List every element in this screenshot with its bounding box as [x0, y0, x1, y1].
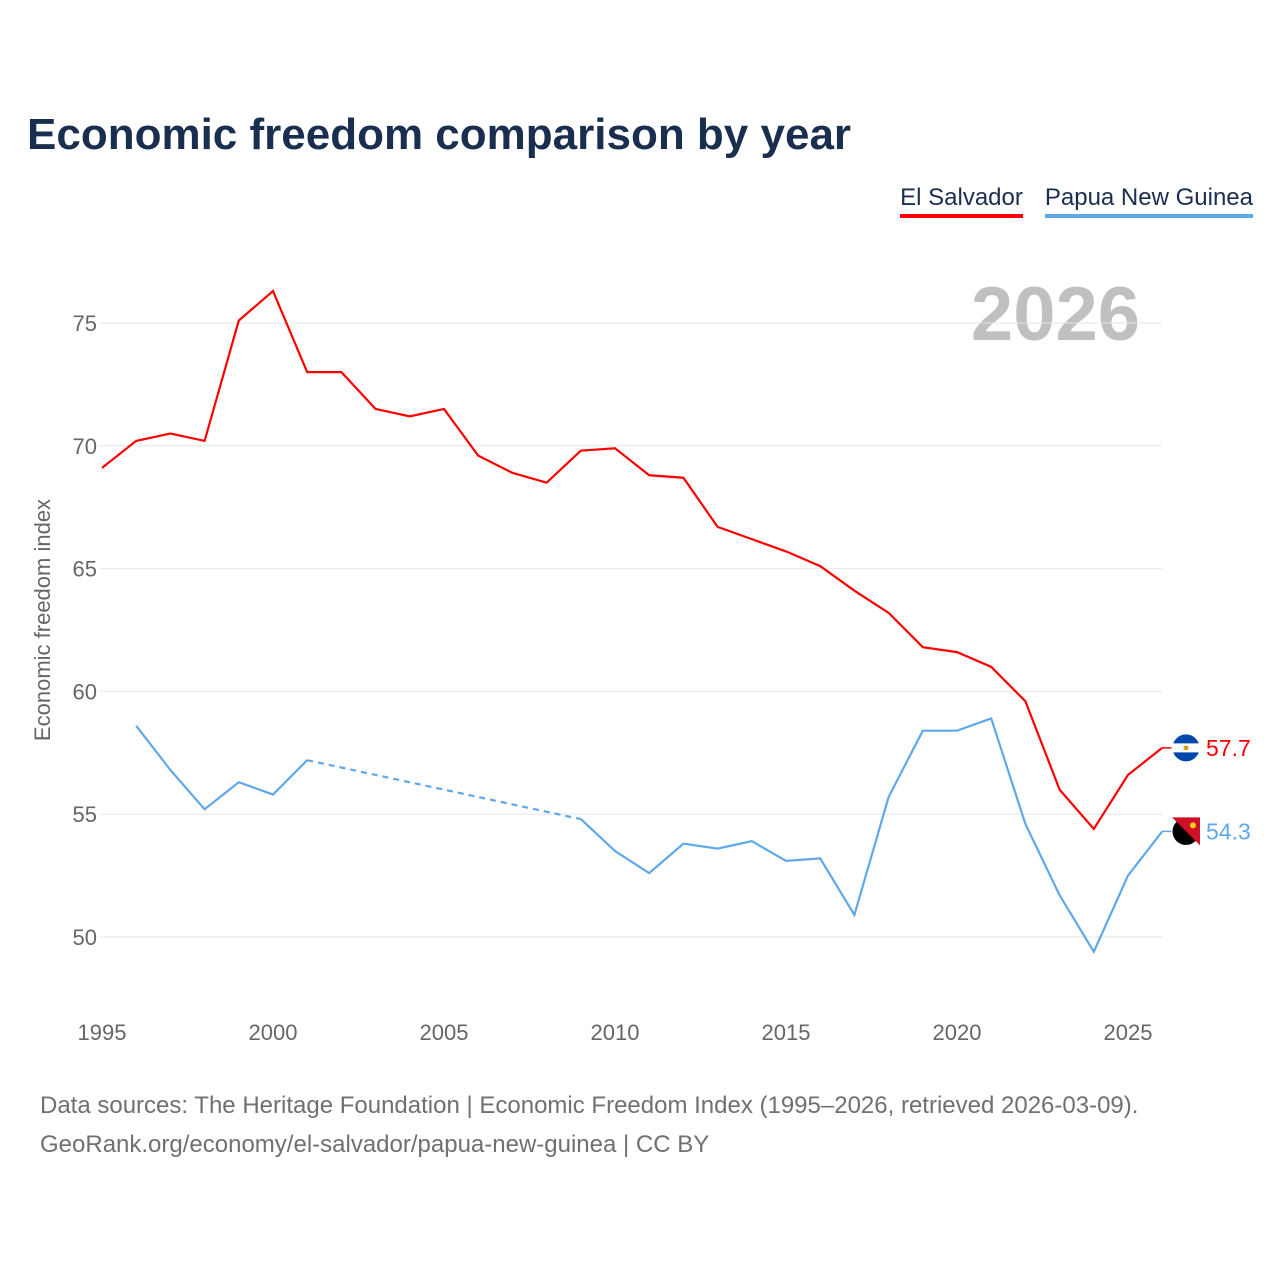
chart-title: Economic freedom comparison by year — [27, 110, 852, 159]
source-text: Data sources: The Heritage Foundation | … — [40, 1092, 1139, 1119]
year-watermark: 2026 — [971, 272, 1140, 357]
legend-el-salvador[interactable]: El Salvador — [900, 184, 1023, 218]
footer: Data sources: The Heritage Foundation | … — [40, 1086, 1138, 1164]
x-tick-label: 2010 — [591, 1020, 640, 1045]
x-tick-label: 2015 — [762, 1020, 811, 1045]
x-tick-label: 2020 — [933, 1020, 982, 1045]
x-tick-label: 1995 — [78, 1020, 127, 1045]
y-tick-label: 50 — [73, 925, 97, 950]
x-tick-label: 2000 — [249, 1020, 298, 1045]
x-tick-label: 2005 — [420, 1020, 469, 1045]
x-tick-label: 2025 — [1104, 1020, 1153, 1045]
flag-icon-emblem — [1183, 745, 1189, 751]
gap-line-papua-new-guinea — [306, 759, 582, 821]
y-tick-label: 65 — [73, 557, 97, 582]
y-tick-label: 75 — [73, 311, 97, 336]
y-tick-label: 70 — [73, 434, 97, 459]
source-link[interactable]: GeoRank.org/economy/el-salvador/papua-ne… — [40, 1131, 710, 1158]
y-axis-label: Economic freedom index — [30, 499, 55, 741]
y-tick-label: 55 — [73, 802, 97, 827]
series-line-papua-new-guinea — [580, 716, 1164, 955]
series-line-el-salvador — [101, 289, 1163, 831]
legend: El Salvador Papua New Guinea — [900, 184, 1253, 218]
flag-icon-bird — [1190, 822, 1196, 829]
series-line-papua-new-guinea — [135, 725, 308, 811]
legend-papua-new-guinea[interactable]: Papua New Guinea — [1044, 184, 1253, 218]
end-value-label-el-salvador: 57.7 — [1206, 735, 1251, 761]
end-value-label-papua-new-guinea: 54.3 — [1206, 818, 1251, 844]
y-tick-label: 60 — [73, 679, 97, 704]
